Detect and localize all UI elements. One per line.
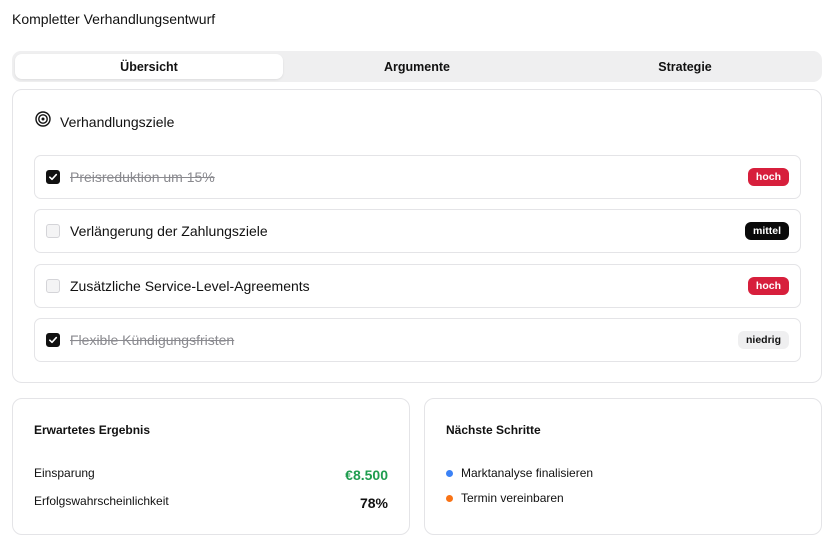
priority-badge: mittel: [744, 221, 789, 241]
goal-label: Zusätzliche Service-Level-Agreements: [70, 278, 310, 294]
tab-overview[interactable]: Übersicht: [15, 54, 283, 79]
bullet-dot-icon: [446, 469, 453, 477]
priority-badge: niedrig: [737, 330, 789, 350]
goal-row: Zusätzliche Service-Level-Agreements hoc…: [34, 264, 801, 308]
goals-card: Verhandlungsziele Preisreduktion um 15% …: [12, 89, 822, 383]
goals-header: Verhandlungsziele: [35, 111, 174, 132]
check-icon: [49, 173, 58, 181]
goal-row: Preisreduktion um 15% hoch: [34, 155, 801, 199]
probability-label: Erfolgswahrscheinlichkeit: [34, 494, 169, 508]
goal-row: Flexible Kündigungsfristen niedrig: [34, 318, 801, 362]
result-heading: Erwartetes Ergebnis: [34, 423, 151, 437]
priority-badge: hoch: [747, 167, 789, 187]
tab-arguments[interactable]: Argumente: [384, 59, 450, 74]
goal-label: Verlängerung der Zahlungsziele: [70, 223, 268, 239]
goals-heading: Verhandlungsziele: [60, 113, 175, 130]
tab-strategy[interactable]: Strategie: [658, 59, 712, 74]
priority-badge: hoch: [747, 276, 789, 296]
step-label: Termin vereinbaren: [461, 491, 564, 505]
steps-heading: Nächste Schritte: [446, 423, 541, 437]
savings-value: €8.500: [345, 467, 388, 483]
goal-checkbox[interactable]: [46, 279, 60, 293]
step-item: Marktanalyse finalisieren: [446, 466, 593, 480]
next-steps-card: Nächste Schritte Marktanalyse finalisier…: [424, 398, 822, 535]
savings-label: Einsparung: [34, 466, 95, 480]
goal-checkbox[interactable]: [46, 224, 60, 238]
goal-label: Preisreduktion um 15%: [70, 169, 215, 185]
tab-bar: Übersicht Argumente Strategie: [12, 51, 822, 82]
bullet-dot-icon: [446, 494, 453, 502]
goal-checkbox[interactable]: [46, 333, 60, 347]
goal-row: Verlängerung der Zahlungsziele mittel: [34, 209, 801, 253]
target-icon: [35, 111, 51, 132]
goal-checkbox[interactable]: [46, 170, 60, 184]
goal-label: Flexible Kündigungsfristen: [70, 332, 235, 348]
step-label: Marktanalyse finalisieren: [461, 466, 594, 480]
check-icon: [49, 336, 58, 344]
page-title: Kompletter Verhandlungsentwurf: [12, 11, 216, 27]
step-item: Termin vereinbaren: [446, 491, 564, 505]
probability-value: 78%: [359, 495, 388, 511]
expected-result-card: Erwartetes Ergebnis Einsparung €8.500 Er…: [12, 398, 410, 535]
